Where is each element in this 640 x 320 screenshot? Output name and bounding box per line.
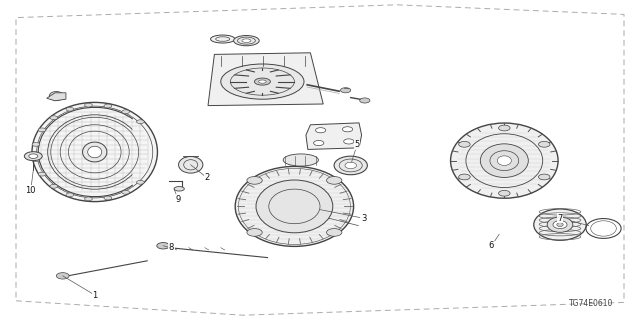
Circle shape: [66, 107, 74, 111]
Circle shape: [84, 103, 92, 107]
Circle shape: [24, 152, 42, 161]
Polygon shape: [306, 123, 362, 149]
Ellipse shape: [497, 156, 511, 165]
Circle shape: [66, 193, 74, 197]
Ellipse shape: [283, 154, 319, 166]
Circle shape: [316, 128, 326, 133]
Ellipse shape: [88, 146, 102, 158]
Ellipse shape: [236, 166, 354, 246]
Ellipse shape: [259, 80, 266, 83]
Ellipse shape: [547, 217, 573, 232]
Circle shape: [29, 154, 38, 158]
Circle shape: [344, 139, 354, 144]
Text: 1: 1: [92, 291, 97, 300]
Circle shape: [538, 174, 550, 180]
Text: 6: 6: [489, 241, 494, 250]
Ellipse shape: [345, 162, 356, 169]
Ellipse shape: [451, 123, 558, 198]
Circle shape: [32, 158, 40, 162]
Ellipse shape: [179, 156, 203, 173]
Circle shape: [38, 128, 46, 132]
Circle shape: [342, 127, 353, 132]
Circle shape: [499, 190, 510, 196]
Ellipse shape: [211, 35, 235, 43]
Ellipse shape: [83, 142, 107, 162]
Ellipse shape: [174, 187, 184, 191]
Ellipse shape: [557, 223, 563, 227]
Text: 3: 3: [361, 214, 366, 223]
Circle shape: [122, 110, 129, 114]
Circle shape: [84, 197, 92, 201]
Circle shape: [136, 120, 144, 124]
Circle shape: [32, 142, 40, 146]
Ellipse shape: [49, 92, 63, 100]
Text: 8: 8: [169, 244, 174, 252]
Circle shape: [50, 116, 58, 120]
Circle shape: [56, 273, 69, 279]
Circle shape: [326, 228, 342, 236]
Polygon shape: [208, 53, 323, 106]
Ellipse shape: [234, 36, 259, 46]
Circle shape: [122, 190, 129, 194]
Circle shape: [136, 180, 144, 184]
Circle shape: [104, 196, 111, 200]
Ellipse shape: [32, 102, 157, 202]
Text: TG74E0610: TG74E0610: [569, 299, 613, 308]
Circle shape: [38, 172, 46, 176]
Circle shape: [104, 104, 111, 108]
Ellipse shape: [242, 39, 251, 43]
Circle shape: [459, 141, 470, 147]
Circle shape: [360, 98, 370, 103]
Ellipse shape: [553, 221, 567, 228]
Ellipse shape: [534, 209, 586, 240]
Circle shape: [50, 184, 58, 188]
Text: 2: 2: [204, 173, 209, 182]
Polygon shape: [47, 93, 66, 101]
Circle shape: [459, 174, 470, 180]
Text: 7: 7: [557, 214, 563, 223]
Ellipse shape: [256, 180, 333, 233]
Ellipse shape: [254, 78, 270, 85]
Circle shape: [247, 228, 262, 236]
Text: 5: 5: [355, 140, 360, 149]
Circle shape: [538, 141, 550, 147]
Ellipse shape: [221, 64, 304, 99]
Ellipse shape: [334, 156, 367, 175]
Circle shape: [340, 88, 351, 93]
Circle shape: [157, 243, 170, 249]
Text: 10: 10: [26, 186, 36, 195]
Circle shape: [326, 177, 342, 184]
Circle shape: [499, 125, 510, 131]
Text: 9: 9: [175, 195, 180, 204]
Ellipse shape: [481, 144, 529, 177]
Circle shape: [314, 140, 324, 146]
Circle shape: [247, 177, 262, 184]
